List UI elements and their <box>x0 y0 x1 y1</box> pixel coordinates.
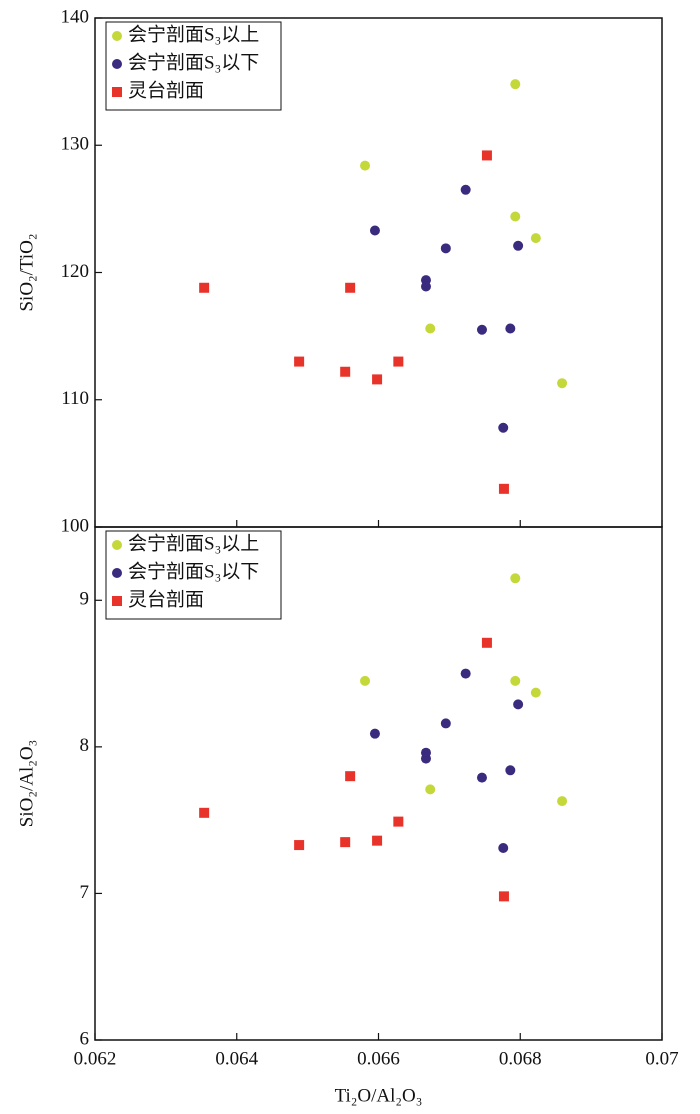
y-tick-label: 7 <box>80 882 90 903</box>
point <box>372 835 383 846</box>
point <box>557 796 568 807</box>
legend-label: 灵台剖面 <box>128 79 204 101</box>
legend-label: 会宁剖面S₃以下 <box>128 560 259 582</box>
y-tick-label: 8 <box>80 735 90 756</box>
y-tick-label: 130 <box>61 134 90 155</box>
y-tick-label: 6 <box>80 1028 90 1049</box>
x-tick-label: 0.064 <box>215 1048 258 1069</box>
point <box>425 784 436 795</box>
point <box>513 699 524 710</box>
x-axis-label: Ti₂O/Al₂O₃ <box>335 1085 423 1106</box>
point <box>393 356 404 367</box>
point <box>510 573 521 584</box>
point <box>199 282 210 293</box>
y-tick-label: 9 <box>80 589 90 610</box>
point <box>530 687 541 698</box>
legend-marker <box>112 87 122 97</box>
legend-label: 会宁剖面S₃以上 <box>128 532 259 554</box>
x-tick-label: 0.068 <box>499 1048 542 1069</box>
y-tick-label: 140 <box>61 6 90 27</box>
y-tick-label: 120 <box>61 261 90 282</box>
legend-marker <box>112 59 122 69</box>
legend-marker <box>112 540 122 550</box>
point <box>294 840 305 851</box>
legend-label: 会宁剖面S₃以下 <box>128 51 259 73</box>
point <box>460 184 471 195</box>
point <box>481 150 492 161</box>
y-tick-label: 100 <box>61 515 90 536</box>
legend-marker <box>112 31 122 41</box>
point <box>440 718 451 729</box>
point <box>393 816 404 827</box>
point <box>513 240 524 251</box>
point <box>498 842 509 853</box>
y-axis-label: SiO₂/Al₂O₃ <box>16 740 37 827</box>
y-tick-label: 110 <box>61 388 89 409</box>
legend-box <box>105 530 282 620</box>
point <box>369 225 380 236</box>
point <box>340 837 351 848</box>
point <box>510 79 521 90</box>
y-axis-label: SiO₂/TiO₂ <box>16 233 37 311</box>
point <box>498 483 509 494</box>
point <box>369 728 380 739</box>
point <box>420 281 431 292</box>
x-tick-label: 0.066 <box>357 1048 400 1069</box>
point <box>294 356 305 367</box>
point <box>476 772 487 783</box>
point <box>460 668 471 679</box>
point <box>557 378 568 389</box>
point <box>505 765 516 776</box>
x-tick-label: 0.062 <box>74 1048 117 1069</box>
point <box>498 422 509 433</box>
legend-marker <box>112 596 122 606</box>
point <box>476 324 487 335</box>
point <box>425 323 436 334</box>
point <box>340 366 351 377</box>
point <box>440 243 451 254</box>
point <box>530 233 541 244</box>
point <box>510 675 521 686</box>
point <box>505 323 516 334</box>
point <box>510 211 521 222</box>
point <box>345 282 356 293</box>
legend-label: 灵台剖面 <box>128 588 204 610</box>
point <box>199 807 210 818</box>
point <box>360 160 371 171</box>
point <box>481 637 492 648</box>
legend-box <box>105 21 282 111</box>
point <box>345 771 356 782</box>
point <box>372 374 383 385</box>
point <box>420 753 431 764</box>
point <box>360 675 371 686</box>
x-tick-label: 0.07 <box>645 1048 678 1069</box>
legend-marker <box>112 568 122 578</box>
point <box>498 891 509 902</box>
legend-label: 会宁剖面S₃以上 <box>128 23 259 45</box>
